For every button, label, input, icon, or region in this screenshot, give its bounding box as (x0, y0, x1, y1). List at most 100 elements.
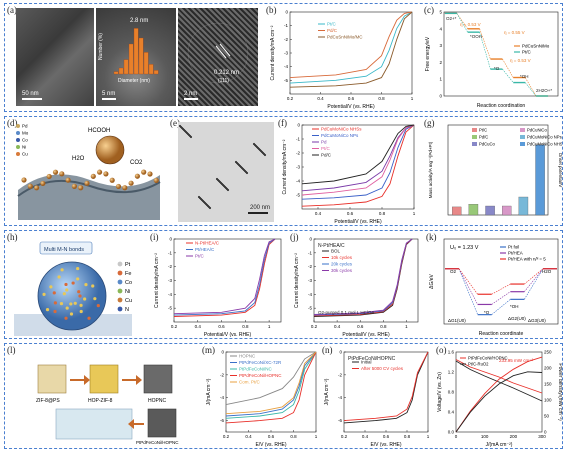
bar-1 (468, 204, 479, 216)
legend-entry: Cu (22, 152, 28, 157)
legend-swatch (520, 142, 525, 146)
scale-bar-3: 2 nm (184, 91, 198, 97)
x-axis-label: Reaction coordination (477, 103, 526, 109)
panel-tag-n: (n) (322, 345, 333, 355)
energy-connector (502, 58, 514, 78)
tem-image-2: 2.8 nm Diameter (nm) Number (%) 5 nm (96, 8, 176, 106)
energy-annotation: *O (494, 66, 500, 71)
legend-entry: N (125, 307, 129, 313)
row-3 (4, 230, 563, 339)
row-4 (4, 343, 563, 449)
atom (60, 268, 64, 272)
hist-xlabel: Diameter (nm) (118, 78, 150, 84)
legend-dot (117, 270, 123, 276)
atom (57, 275, 61, 279)
chart-j: 0.2 0.4 0.6 0.8 1 -5 -4 -3 -2 -1 0 Potential/V (vs.… (294, 237, 419, 338)
y-tick-label: -2 (284, 37, 288, 42)
nanoparticle (153, 177, 159, 184)
x-tick-label: 0.6 (383, 434, 390, 439)
row-1 (4, 3, 563, 112)
y-tick-label: -2 (308, 264, 312, 269)
energy-connector (458, 268, 478, 315)
legend-entry: Pt/C (195, 254, 205, 259)
bar-3 (502, 205, 512, 216)
legend-dot (16, 138, 20, 142)
nanoparticle (128, 180, 134, 186)
peak-power-label: 233.95 mW cm⁻² (499, 358, 534, 363)
x-axis-label: Potential/V (vs. RHE) (327, 104, 375, 110)
y-tick-label: 0 (297, 123, 300, 128)
row-2 (4, 116, 563, 226)
atom (76, 266, 80, 271)
plot-frame-f (301, 124, 415, 210)
legend-swatch (472, 142, 477, 146)
energy-connector (524, 268, 544, 285)
legend-entry: N-Pt/HEA/C (195, 241, 220, 246)
series-line-0 (289, 11, 413, 84)
energy-annotation: η = 0.53 V (460, 22, 481, 27)
panel-tag-j: (j) (290, 232, 299, 242)
y-tick-label: -2 (168, 264, 172, 269)
x-axis-label: J/(mA cm⁻²) (486, 442, 513, 448)
x-tick-label: 0 (455, 434, 458, 439)
legend-entry: 30k cycles (331, 268, 353, 273)
y-axis-label: J/(mA cm⁻²) (324, 378, 330, 405)
legend-dot (117, 279, 123, 285)
chart-g: Pt/C Pd/C PdCuCo PdCuNiCo PdCuMoNiCo NPs PdCu… (428, 124, 562, 216)
y-tick-label: -3 (296, 165, 300, 170)
y2-axis-label: Power density/(mW cm⁻²) (557, 363, 562, 421)
series-line-4 (225, 351, 317, 415)
chart-b: 0.2 0.4 0.6 0.8 1 -5 -4 -3 -2 -1 0 Potential/V (vs.… (270, 10, 414, 111)
atom (69, 302, 73, 306)
y-tick-label: 4 (439, 26, 442, 31)
panel-tag-f: (f) (278, 118, 287, 128)
legend-entry: PdCuMoNiCo NPs (527, 135, 562, 140)
energy-annotation: ΔG3(U0) (528, 318, 546, 323)
histogram-bar (143, 52, 149, 75)
x-tick-label: 0.8 (378, 96, 385, 101)
particle (189, 135, 193, 139)
x-tick-label: 0.6 (357, 324, 364, 329)
bar-2 (485, 205, 495, 216)
y-tick-label: -5 (284, 78, 288, 83)
atom (69, 312, 74, 316)
legend-entry: Co (125, 280, 132, 286)
x-tick-label: 0.6 (348, 96, 355, 101)
legend-entry: After 5000 CV cycles (361, 366, 404, 371)
legend-entry: Pt/C (479, 128, 487, 133)
histogram-bar (123, 59, 129, 75)
bar-0 (452, 206, 462, 216)
nanoparticle (59, 171, 65, 177)
legend-entry: PdCuNiCo (527, 128, 547, 133)
histogram-bar (153, 70, 159, 75)
energy-annotation: ΔG1(U0) (448, 318, 466, 323)
x-axis-label: Potential/V (vs. RHE) (342, 332, 390, 338)
panel-tag-c: (c) (424, 5, 434, 15)
hea-label: Multi M-N bonds (44, 247, 84, 253)
legend-dot (117, 261, 123, 267)
y-axis-label: J/(mA cm⁻²) (206, 378, 212, 405)
y-axis-label: Current density/mA cm⁻² (154, 253, 160, 308)
y-tick-label: 0 (285, 10, 288, 15)
y-axis-label: Free energy/eV (425, 36, 431, 71)
x-tick-label: 0.8 (404, 434, 411, 439)
x-axis-label: Reaction coordinate (479, 331, 524, 337)
y-tick-label: 0.0 (448, 430, 455, 435)
panel-tag-h: (h) (7, 232, 18, 242)
y-tick-label: 0.4 (448, 410, 455, 415)
atom (77, 290, 81, 294)
x-tick-label: 0.8 (290, 434, 297, 439)
x-tick-label: 0.4 (195, 324, 202, 329)
x-axis-label: Potential/V (vs. RHE) (204, 332, 252, 338)
energy-connector (525, 82, 537, 97)
legend-entry: Co (22, 138, 28, 143)
product-label: PtPdFeCoNi/HOPNC (136, 440, 179, 445)
nanoparticle (109, 177, 115, 183)
nanoparticle (52, 169, 59, 175)
series-line-0 (173, 238, 276, 317)
y-tick-label: 2 (439, 60, 442, 65)
x-tick-label: 1 (405, 324, 408, 329)
x-tick-label: 0.2 (171, 324, 178, 329)
atom (79, 303, 83, 307)
x-tick-label: 1 (315, 434, 318, 439)
